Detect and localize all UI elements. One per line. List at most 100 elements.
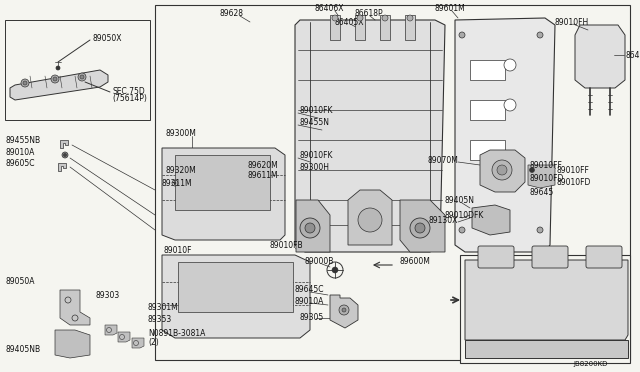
Text: 89010FK: 89010FK (300, 106, 333, 115)
Text: 89010FH: 89010FH (555, 17, 589, 26)
Text: 89405N: 89405N (445, 196, 475, 205)
Text: 89353: 89353 (148, 315, 172, 324)
Circle shape (80, 75, 84, 79)
Polygon shape (528, 165, 555, 188)
Bar (178, 262, 293, 312)
Text: 89010FK: 89010FK (300, 151, 333, 160)
Circle shape (529, 167, 534, 173)
Bar (155, 5, 630, 360)
Text: SEC.75D: SEC.75D (112, 87, 145, 96)
Circle shape (305, 223, 315, 233)
Text: 89010FF: 89010FF (530, 160, 563, 170)
Polygon shape (118, 332, 130, 342)
Text: 89010A: 89010A (5, 148, 35, 157)
Circle shape (51, 75, 59, 83)
Circle shape (53, 77, 57, 81)
Bar (380, 15, 390, 40)
FancyBboxPatch shape (532, 246, 568, 268)
Circle shape (504, 59, 516, 71)
Circle shape (62, 152, 68, 158)
Text: 89600M: 89600M (400, 257, 431, 266)
Text: 89010DFK: 89010DFK (445, 211, 484, 219)
Text: 89070M: 89070M (427, 155, 458, 164)
Circle shape (342, 308, 346, 312)
FancyBboxPatch shape (586, 246, 622, 268)
Polygon shape (55, 330, 90, 358)
Polygon shape (295, 20, 445, 252)
Text: 89050A: 89050A (5, 278, 35, 286)
Bar (330, 15, 340, 40)
Circle shape (358, 208, 382, 232)
Circle shape (537, 32, 543, 38)
Bar (405, 15, 415, 40)
Text: JB8200KD: JB8200KD (573, 361, 608, 367)
Text: 86618P: 86618P (355, 9, 383, 17)
Polygon shape (60, 290, 90, 325)
Text: 89311M: 89311M (162, 179, 193, 187)
Circle shape (459, 227, 465, 233)
FancyBboxPatch shape (478, 246, 514, 268)
Bar (470, 100, 505, 120)
Circle shape (492, 160, 512, 180)
Bar (355, 15, 365, 40)
Text: 89010F: 89010F (163, 246, 191, 254)
Bar (470, 60, 505, 80)
Circle shape (497, 165, 507, 175)
Circle shape (332, 267, 338, 273)
Text: 89455N: 89455N (300, 118, 330, 126)
Polygon shape (58, 163, 66, 171)
Text: 89010FD: 89010FD (530, 173, 564, 183)
Text: 89605C: 89605C (5, 158, 35, 167)
Circle shape (407, 15, 413, 21)
Bar (175, 155, 270, 210)
Text: 89405NB: 89405NB (5, 346, 40, 355)
Text: 89010A: 89010A (295, 298, 324, 307)
Polygon shape (400, 200, 445, 252)
Text: 89455NB: 89455NB (5, 135, 40, 144)
Bar (460, 255, 630, 363)
Text: 89645: 89645 (530, 187, 554, 196)
Text: 89010FB: 89010FB (270, 241, 303, 250)
Polygon shape (105, 325, 117, 335)
Circle shape (339, 305, 349, 315)
Text: 89050X: 89050X (92, 33, 122, 42)
Text: 89301M: 89301M (148, 302, 179, 311)
Circle shape (174, 182, 176, 184)
Polygon shape (472, 205, 510, 235)
Polygon shape (330, 295, 358, 328)
Bar (5, 20, 150, 120)
Text: 89628: 89628 (220, 9, 244, 17)
Text: 89010FF: 89010FF (557, 166, 590, 174)
Polygon shape (480, 150, 525, 192)
Text: N0891B-3081A: N0891B-3081A (148, 328, 205, 337)
Polygon shape (575, 25, 625, 88)
Circle shape (537, 227, 543, 233)
Circle shape (410, 218, 430, 238)
Text: 89300H: 89300H (300, 163, 330, 171)
Text: (2): (2) (148, 337, 159, 346)
Text: 89645C: 89645C (295, 285, 324, 295)
Text: 89620M: 89620M (248, 160, 279, 170)
Text: 89130X: 89130X (429, 215, 458, 224)
Polygon shape (132, 338, 144, 348)
Polygon shape (348, 190, 392, 245)
Bar (470, 140, 505, 160)
Circle shape (357, 15, 363, 21)
Text: 89320M: 89320M (165, 166, 196, 174)
Circle shape (21, 79, 29, 87)
Circle shape (415, 223, 425, 233)
Text: 86400X: 86400X (626, 51, 640, 60)
Text: 89000B: 89000B (305, 257, 334, 266)
Circle shape (459, 32, 465, 38)
Polygon shape (10, 70, 108, 100)
Polygon shape (296, 200, 330, 252)
Circle shape (63, 154, 67, 157)
Polygon shape (162, 148, 285, 240)
Text: 89305: 89305 (300, 314, 324, 323)
Text: 89300M: 89300M (165, 128, 196, 138)
Polygon shape (455, 18, 555, 252)
Circle shape (23, 81, 27, 85)
Circle shape (504, 99, 516, 111)
Text: 86406X: 86406X (315, 3, 344, 13)
Text: 89010FD: 89010FD (557, 177, 591, 186)
